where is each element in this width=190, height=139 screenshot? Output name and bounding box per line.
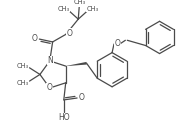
Text: HO: HO	[58, 113, 70, 122]
Text: O: O	[79, 93, 85, 102]
Text: O: O	[115, 39, 121, 48]
Text: CH₃: CH₃	[86, 6, 99, 12]
Text: CH₃: CH₃	[73, 0, 85, 5]
Text: O: O	[46, 84, 52, 92]
Text: CH₃: CH₃	[17, 80, 29, 86]
Text: O: O	[67, 29, 73, 38]
Text: CH₃: CH₃	[58, 6, 70, 12]
Text: CH₃: CH₃	[17, 63, 29, 69]
Text: N: N	[47, 56, 53, 65]
Text: O: O	[32, 34, 38, 43]
Polygon shape	[66, 62, 87, 66]
